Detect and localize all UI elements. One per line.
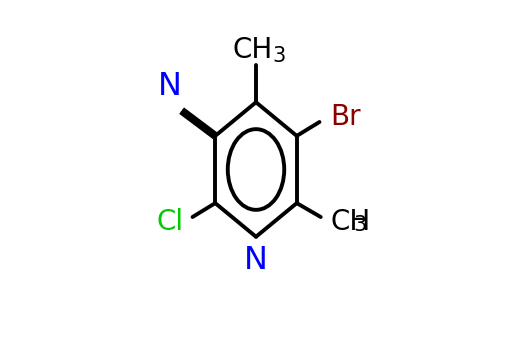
Text: 3: 3 xyxy=(353,215,367,235)
Text: 3: 3 xyxy=(272,46,285,66)
Text: N: N xyxy=(158,71,182,102)
Text: CH: CH xyxy=(232,36,273,64)
Text: N: N xyxy=(244,245,268,276)
Text: Br: Br xyxy=(330,103,361,132)
Text: Cl: Cl xyxy=(156,207,183,236)
Text: CH: CH xyxy=(330,207,371,236)
